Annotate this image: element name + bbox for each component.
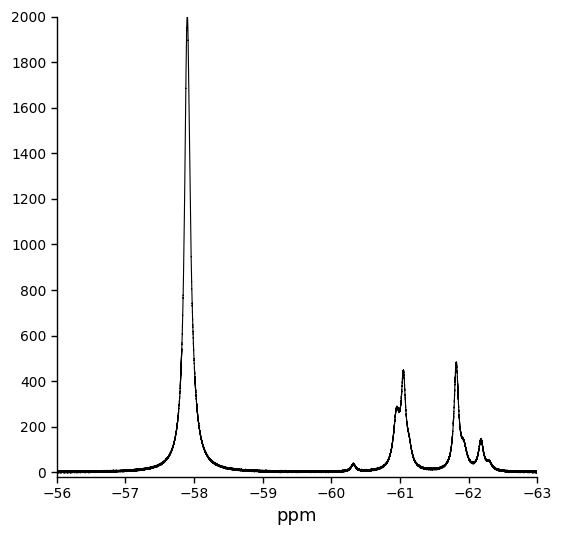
X-axis label: ppm: ppm [277, 507, 318, 525]
